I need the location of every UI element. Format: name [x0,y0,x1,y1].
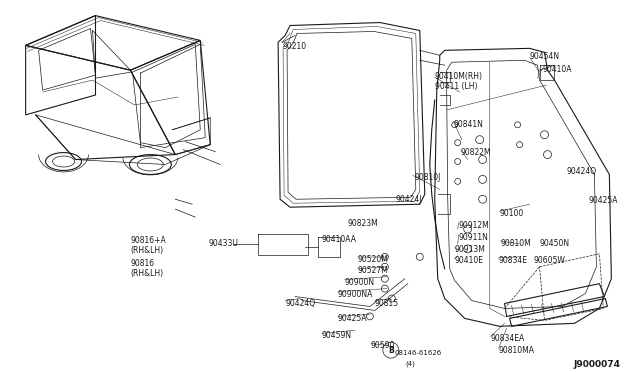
Text: 90834EA: 90834EA [491,334,525,343]
Circle shape [516,142,522,148]
Text: 90912M: 90912M [459,221,490,230]
Text: 90911N: 90911N [459,233,488,242]
Circle shape [381,285,388,292]
Circle shape [416,253,423,260]
Circle shape [381,275,388,282]
Text: 90520M: 90520M [358,255,388,264]
Text: 90590: 90590 [371,341,396,350]
Text: 90527M: 90527M [358,266,388,275]
Text: 90425A: 90425A [588,196,618,205]
Text: 90900N: 90900N [345,278,375,287]
Text: J9000074: J9000074 [573,360,620,369]
Text: 90816: 90816 [131,259,154,268]
Circle shape [452,122,458,128]
Text: 90810J: 90810J [415,173,441,182]
Text: 90410E: 90410E [454,256,484,265]
Circle shape [454,140,461,146]
Text: 90424Q: 90424Q [566,167,596,176]
Text: 90810MA: 90810MA [499,346,534,355]
Text: 90841N: 90841N [454,120,484,129]
Text: 90834E: 90834E [499,256,527,265]
Text: 90913M: 90913M [454,245,486,254]
Text: 90605W: 90605W [534,256,565,265]
Text: (RH&LH): (RH&LH) [131,269,164,278]
Text: 90816+A: 90816+A [131,236,166,245]
Circle shape [381,263,388,270]
Text: 90450N: 90450N [540,239,570,248]
Circle shape [515,122,520,128]
Text: 90815: 90815 [375,298,399,308]
Text: 90100: 90100 [500,209,524,218]
Circle shape [381,253,388,260]
Text: 90433U: 90433U [208,239,238,248]
Text: 90425A: 90425A [338,314,367,323]
Text: 90454N: 90454N [529,52,559,61]
Text: 90424J: 90424J [396,195,422,204]
Text: (4): (4) [406,360,416,366]
Text: (RH&LH): (RH&LH) [131,246,164,255]
Text: 90822M: 90822M [461,148,492,157]
Circle shape [454,158,461,164]
Text: 90410AA: 90410AA [322,235,357,244]
Circle shape [454,179,461,185]
Text: 90411 (LH): 90411 (LH) [435,82,477,91]
Text: 90823M: 90823M [348,219,379,228]
Text: 90810M: 90810M [500,239,531,248]
Text: B: B [388,346,394,355]
Text: 90210: 90210 [282,42,306,51]
Text: 90410M(RH): 90410M(RH) [435,72,483,81]
Circle shape [388,295,396,302]
Text: 90424Q: 90424Q [285,298,316,308]
Text: 08146-61626: 08146-61626 [395,350,442,356]
Circle shape [366,313,373,320]
Text: 90459N: 90459N [322,331,352,340]
Text: 90410A: 90410A [543,65,572,74]
Text: 90900NA: 90900NA [338,289,373,299]
